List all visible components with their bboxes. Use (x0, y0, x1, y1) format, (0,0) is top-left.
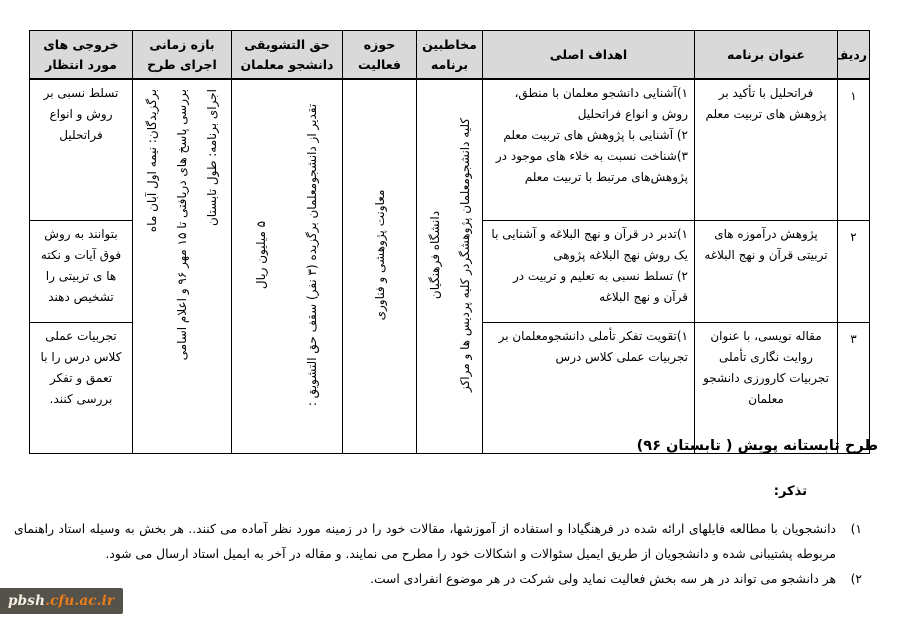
goal-item: ۲) آشنایی با پژوهش های تربیت معلم (503, 128, 688, 142)
site-watermark: pbsh .cfu.ac.ir (0, 588, 124, 614)
rotated-text-line: اجرای برنامه: طول تابستان (204, 88, 219, 226)
activity-area-cell: معاونت پژوهشی و فناوری (342, 78, 417, 454)
table-row: ۱ فراتحلیل با تأکید بر پژوهش های تربیت م… (29, 78, 870, 454)
programs-table: ردیف عنوان برنامه اهداف اصلی مخاطبین برن… (29, 30, 870, 454)
row-number-cell: ۱ (837, 78, 870, 221)
program-title-cell: فراتحلیل با تأکید بر پژوهش های تربیت معل… (694, 78, 838, 221)
doc-title: طرح تابستانه پویش ( تابستان ۹۶) (636, 438, 878, 454)
program-title-cell: مقاله نویسی، با عنوان روایت نگاری تأملی … (694, 322, 838, 454)
column-header-audience: مخاطبین برنامه (416, 30, 483, 80)
note-item: ۱) دانشجویان با مطالعه فایلهای ارائه شده… (14, 517, 862, 567)
time-span-cell: اجرای برنامه: طول تابستان بررسی پاسخ های… (132, 78, 232, 454)
goal-item: ۲) تسلط نسبی به تعلیم و تربیت در قرآن و … (512, 269, 688, 304)
rotated-text-line: کلیه دانشجومعلمان پژوهشگردر کلیه پردیس ه… (457, 117, 471, 392)
goal-item: ۱)آشنایی دانشجو معلمان با منطق، روش و ان… (514, 86, 688, 121)
row-number-cell: ۲ (837, 220, 870, 323)
table-row: ۲ پژوهش درآموزه های تربیتی قرآن و نهج ال… (29, 220, 870, 323)
main-goals-cell: ۱)آشنایی دانشجو معلمان با منطق، روش و ان… (482, 78, 695, 221)
program-title-cell: پژوهش درآموزه های تربیتی قرآن و نهج البل… (694, 220, 838, 323)
note-marker: ۲) (850, 572, 862, 586)
note-item: ۲) هر دانشجو می تواند در هر سه بخش فعالی… (14, 567, 862, 592)
audience-cell: کلیه دانشجومعلمان پژوهشگردر کلیه پردیس ه… (416, 78, 483, 454)
expected-output-cell: تسلط نسبی بر روش و انواع فراتحلیل (29, 78, 133, 221)
column-header-main-goals: اهداف اصلی (482, 30, 695, 80)
main-goals-cell: ۱)تدبر در قرآن و نهج البلاغه و آشنایی با… (482, 220, 695, 323)
goal-item: ۱)تدبر در قرآن و نهج البلاغه و آشنایی با… (491, 227, 688, 262)
watermark-prefix: pbsh (8, 592, 46, 609)
row-number-cell: ۳ (837, 322, 870, 454)
column-header-expected-outputs: خروجی های مورد انتظار (29, 30, 133, 80)
expected-output-cell: بتوانند به روش فوق آیات و نکته ها ی تربی… (29, 220, 133, 323)
rotated-text-line: ۵ میلیون ریال (254, 220, 268, 289)
rotated-text-line: برگزیدگان: نیمه اول آبان ماه (144, 88, 159, 232)
column-header-activity-area: حوزه فعالیت (342, 30, 417, 80)
goal-item: ۱)تقویت تفکر تأملی دانشجومعلمان بر تجربی… (498, 329, 688, 364)
column-header-time-span: بازه زمانی اجرای طرح (132, 30, 232, 80)
main-goals-cell: ۱)تقویت تفکر تأملی دانشجومعلمان بر تجربی… (482, 322, 695, 454)
rotated-text-line: بررسی پاسخ های دریافتی تا ۱۵ مهر ۹۶ و اع… (174, 88, 189, 360)
column-header-program-title: عنوان برنامه (694, 30, 838, 80)
table-row: ۳ مقاله نویسی، با عنوان روایت نگاری تأمل… (29, 322, 870, 454)
goal-item: ۳)شناخت نسبت به خلاء های موجود در پژوهش‌… (495, 149, 688, 184)
rotated-text-line: تقدیر از دانشجومعلمان برگزیده (۳ نفر) سق… (305, 103, 319, 406)
notes-list: ۱) دانشجویان با مطالعه فایلهای ارائه شده… (14, 517, 862, 592)
expected-output-cell: تجربیات عملی کلاس درس را با تعمق و تفکر … (29, 322, 133, 454)
column-header-incentive: حق التشویقی دانشجو معلمان (231, 30, 343, 80)
note-text: هر دانشجو می تواند در هر سه بخش فعالیت ن… (370, 572, 836, 586)
table-header-row: ردیف عنوان برنامه اهداف اصلی مخاطبین برن… (29, 30, 870, 80)
rotated-text-line: دانشگاه فرهنگیان (427, 210, 441, 299)
notes-label: تذکر: (773, 484, 807, 499)
watermark-suffix: .cfu.ac.ir (45, 592, 115, 609)
column-header-row-no: ردیف (837, 30, 870, 80)
note-marker: ۱) (850, 522, 862, 536)
note-text: دانشجویان با مطالعه فایلهای ارائه شده در… (14, 522, 836, 561)
incentive-cell: تقدیر از دانشجومعلمان برگزیده (۳ نفر) سق… (231, 78, 343, 454)
rotated-text-line: معاونت پژوهشی و فناوری (372, 189, 386, 320)
